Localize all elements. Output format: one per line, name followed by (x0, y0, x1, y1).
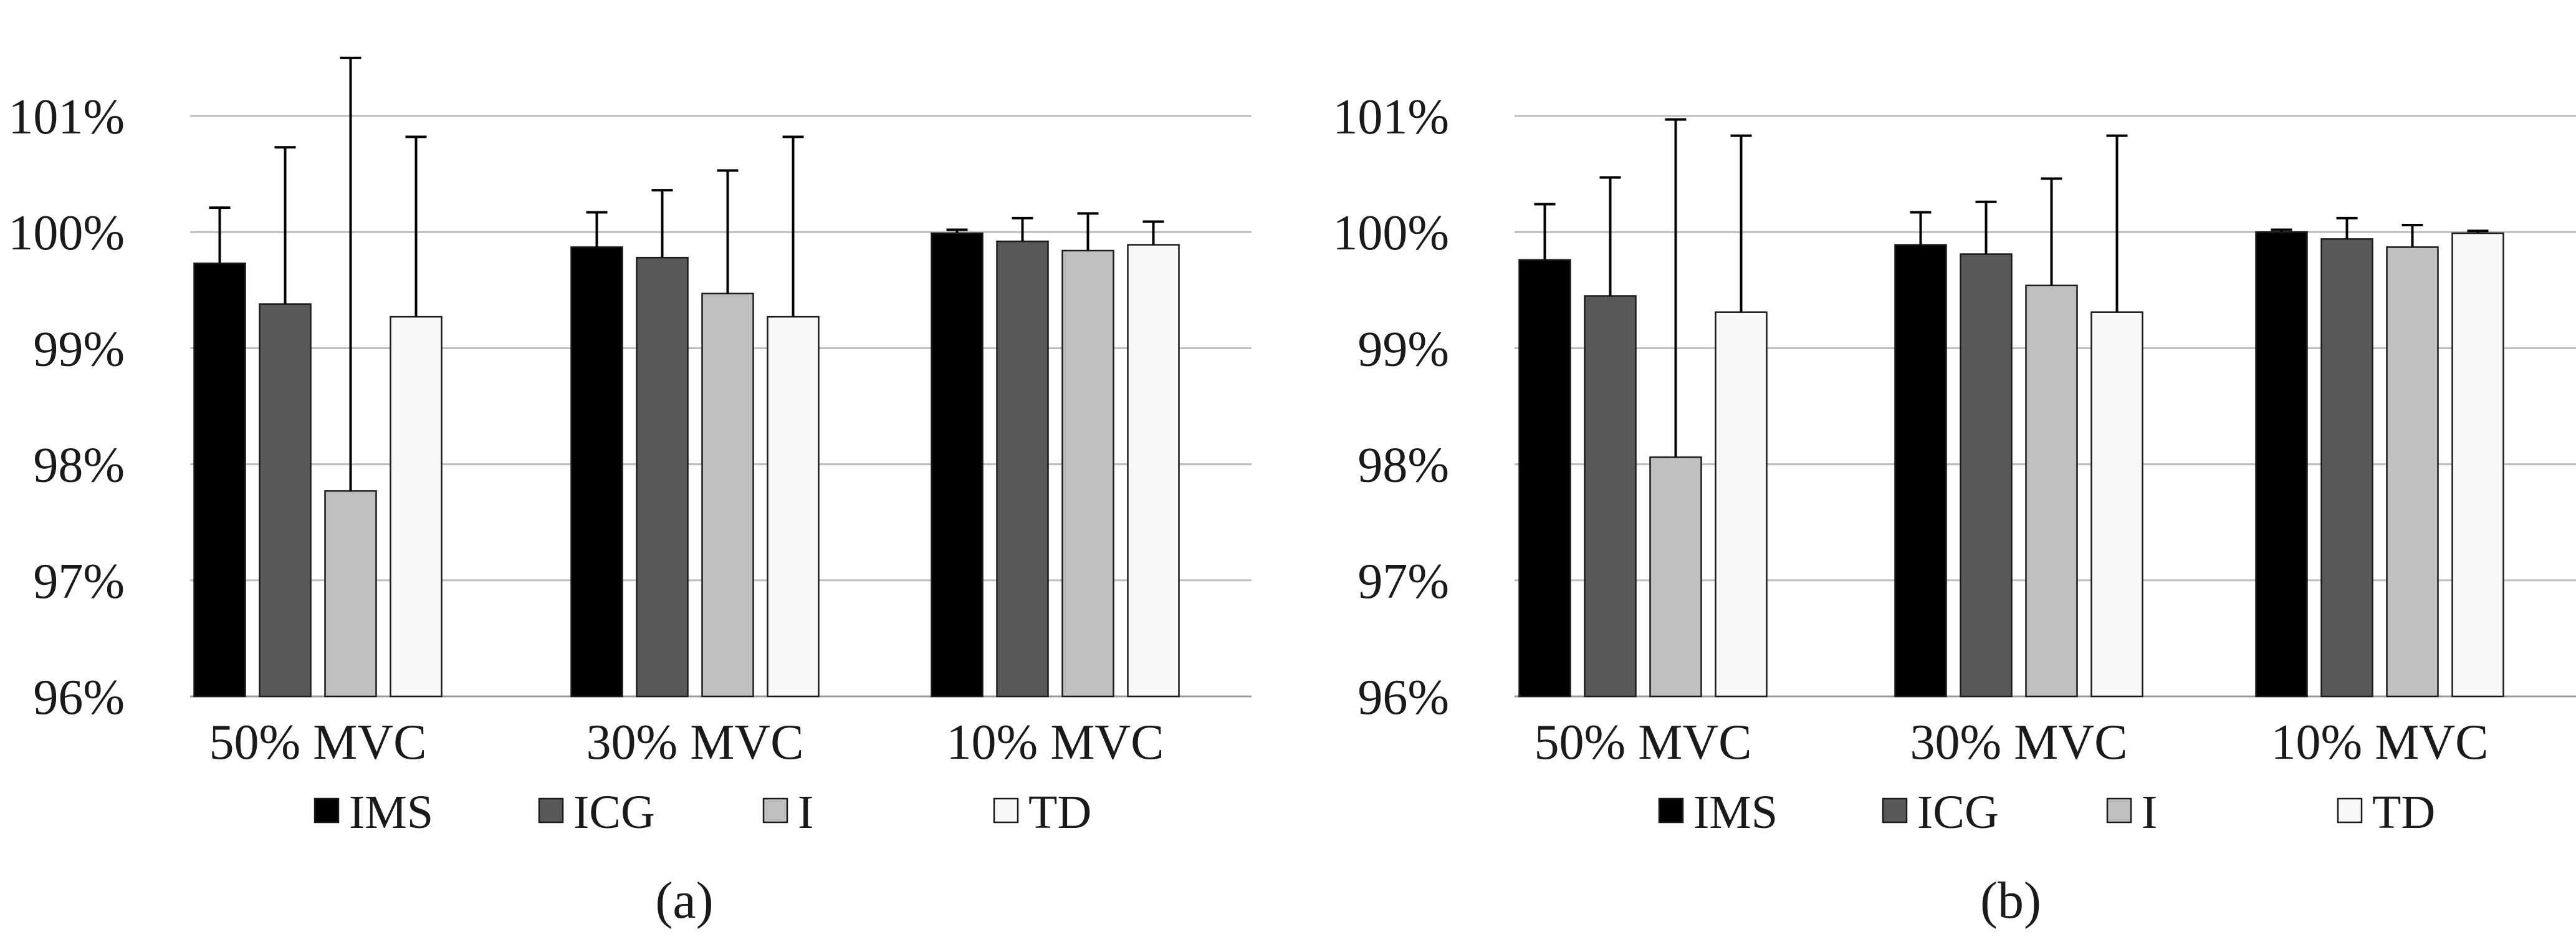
bar-i-1 (1649, 456, 1702, 698)
bar-td-2 (767, 315, 820, 698)
y-tick-label: 98% (33, 438, 125, 493)
y-tick-label: 99% (33, 322, 125, 377)
bar-i-2 (2025, 284, 2078, 698)
legend-swatch-ims (1658, 797, 1684, 824)
bar-td-3 (1127, 244, 1180, 698)
legend-label-td: TD (1028, 786, 1091, 839)
y-tick-label: 101% (8, 90, 125, 145)
category-label: 50% MVC (1535, 715, 1752, 770)
bar-td-1 (1715, 311, 1768, 698)
bar-ims-2 (1894, 244, 1947, 698)
chart-panel-a: 96% 97% 98% 99% 100% 101% 50% MVC 30% MVC 10% MV… (8, 56, 1252, 930)
category-label: 50% MVC (209, 715, 427, 770)
y-tick-label: 99% (1357, 322, 1449, 377)
bar-i-1 (324, 490, 377, 698)
legend-swatch-icg (1882, 797, 1908, 824)
category-label: 30% MVC (587, 715, 804, 770)
legend-label-i: I (798, 786, 813, 839)
legend-label-i: I (2142, 786, 2157, 839)
bar-icg-2 (636, 256, 689, 698)
legend-swatch-i (2106, 797, 2132, 824)
legend-swatch-ims (314, 797, 340, 824)
legend-swatch-td (993, 797, 1019, 824)
bar-icg-1 (259, 303, 312, 698)
category-label: 10% MVC (2271, 715, 2489, 770)
legend-swatch-icg (538, 797, 564, 824)
bar-icg-1 (1584, 295, 1637, 698)
legend-label-ims: IMS (1693, 786, 1778, 839)
y-tick-label: 97% (1357, 554, 1449, 609)
legend-label-ims: IMS (349, 786, 433, 839)
bar-i-2 (701, 292, 754, 698)
legend-label-td: TD (2372, 786, 2435, 839)
bar-i-3 (1061, 249, 1114, 698)
bar-icg-2 (1960, 253, 2013, 698)
y-tick-label: 96% (1357, 670, 1449, 725)
bar-ims-3 (2255, 231, 2308, 698)
legend-label-icg: ICG (1917, 786, 1999, 839)
bar-ims-3 (931, 232, 984, 698)
bar-td-1 (390, 315, 443, 698)
y-tick-label: 98% (1357, 438, 1449, 493)
panel-caption: (b) (1980, 872, 2041, 930)
category-label: 30% MVC (1910, 715, 2128, 770)
bar-ims-1 (193, 262, 246, 698)
bar-td-2 (2090, 311, 2143, 698)
panel-caption: (a) (655, 872, 713, 930)
y-tick-label: 100% (8, 206, 125, 261)
legend-swatch-i (762, 797, 788, 824)
bar-i-3 (2386, 246, 2439, 698)
bar-ims-2 (570, 246, 623, 698)
bar-icg-3 (996, 240, 1049, 698)
bar-ims-1 (1518, 259, 1571, 698)
bar-td-3 (2451, 232, 2504, 698)
legend-swatch-td (2337, 797, 2363, 824)
y-tick-label: 97% (33, 554, 125, 609)
y-tick-label: 96% (33, 670, 125, 725)
category-label: 10% MVC (947, 715, 1164, 770)
y-tick-label: 101% (1333, 90, 1449, 145)
chart-panel-b: 96% 97% 98% 99% 100% 101% 50% MVC 30% MVC 10% MV… (1333, 90, 2576, 930)
y-tick-label: 100% (1333, 206, 1449, 261)
legend-label-icg: ICG (573, 786, 655, 839)
bar-icg-3 (2320, 238, 2373, 698)
